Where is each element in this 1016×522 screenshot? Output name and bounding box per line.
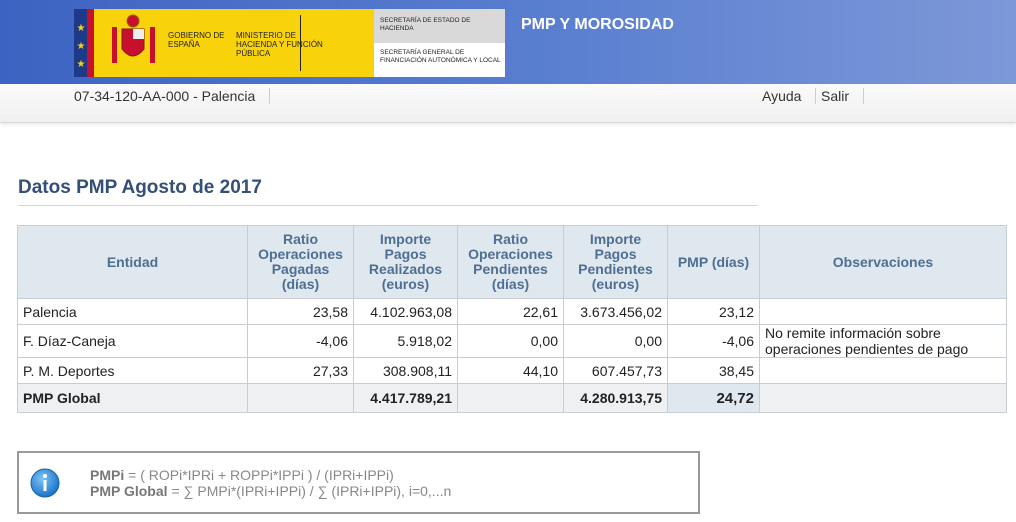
table-cell: 4.280.913,75 (563, 383, 668, 413)
table-cell: 607.457,73 (563, 357, 668, 384)
table-cell: 23,58 (247, 298, 354, 325)
table-cell: Palencia (17, 298, 248, 325)
table-cell: 23,12 (667, 298, 760, 325)
table-cell: 4.102.963,08 (353, 298, 458, 325)
formula-expr: = ∑ PMPi*(IPRi+IPPi) / ∑ (IPRi+IPPi), i=… (171, 483, 452, 499)
logo-text: MINISTERIO DE HACIENDA Y FUNCIÓN PÚBLICA (236, 31, 323, 58)
table-cell (759, 298, 1007, 325)
logo-band (100, 9, 374, 77)
table-cell (759, 383, 1007, 413)
formula-box: PMPi = ( ROPi*IPRi + ROPPi*IPPi ) / (IPR… (17, 451, 700, 514)
formula-expr: = ( ROPi*IPRi + ROPPi*IPPi ) / (IPRi+IPP… (128, 467, 394, 483)
nav-link[interactable]: Salir (821, 88, 865, 104)
svg-text:★: ★ (77, 41, 86, 52)
table-cell: 5.918,02 (353, 324, 458, 358)
table-cell: 308.908,11 (353, 357, 458, 384)
coat-of-arms (112, 14, 155, 63)
column-header: Ratio Operaciones Pagadas (días) (247, 225, 354, 299)
pmp-table: Entidad Ratio Operaciones Pagadas (días) I… (17, 225, 1007, 413)
table-body: Palencia 23,58 4.102.963,08 22,61 3.673.456,… (17, 298, 1007, 413)
logo-text: SECRETARÍA GENERAL DE FINANCIACIÓN AUTON… (380, 49, 501, 64)
header-row: Entidad Ratio Operaciones Pagadas (días) I… (17, 225, 1007, 299)
flag: ★ ★ ★ (74, 9, 100, 77)
formula-term: PMPi (90, 467, 125, 483)
svg-text:★: ★ (77, 59, 86, 70)
table-cell: -4,06 (247, 324, 354, 358)
page-heading: Datos PMP Agosto de 2017 (18, 177, 758, 206)
table-cell: 22,61 (457, 298, 564, 325)
column-header: PMP (días) (667, 225, 760, 299)
table-cell: No remite información sobre operaciones … (759, 324, 1007, 358)
column-header: Observaciones (759, 225, 1007, 299)
table-row: P. M. Deportes 27,33 308.908,11 44,10 607.45… (17, 357, 1007, 384)
table-cell: PMP Global (17, 383, 248, 413)
table-cell (457, 383, 564, 413)
column-header: Importe Pagos Pendientes (euros) (563, 225, 668, 299)
nav-link[interactable]: Ayuda (762, 88, 817, 104)
table-cell: 4.417.789,21 (353, 383, 458, 413)
formula-term: PMP Global (90, 483, 168, 499)
table-cell: P. M. Deportes (17, 357, 248, 384)
formula-line: PMPi = ( ROPi*IPRi + ROPPi*IPPi ) / (IPR… (90, 467, 451, 483)
svg-text:★: ★ (77, 23, 86, 34)
table-cell: 3.673.456,02 (563, 298, 668, 325)
table-cell: 38,45 (667, 357, 760, 384)
table-cell: 44,10 (457, 357, 564, 384)
logo-text: GOBIERNO DE ESPAÑA (168, 31, 225, 49)
column-header: Entidad (17, 225, 248, 299)
table-cell (247, 383, 354, 413)
entity-label: 07-34-120-AA-000 - Palencia (74, 88, 271, 104)
logo: ★ ★ ★ GOBIERNO DE ESPAÑA MINISTERIO DE HAC… (74, 9, 505, 77)
info-icon (30, 468, 60, 498)
app-title: PMP Y MOROSIDAD (521, 16, 674, 33)
stars: ★ ★ ★ (77, 23, 86, 70)
logo-text: SECRETARÍA DE ESTADO DE HACIENDA (374, 9, 505, 43)
formula-text: PMPi = ( ROPi*IPRi + ROPPi*IPPi ) / (IPR… (90, 467, 451, 499)
table-cell: 0,00 (457, 324, 564, 358)
table-cell: -4,06 (667, 324, 760, 358)
table-cell: 24,72 (667, 383, 760, 413)
table-row: Palencia 23,58 4.102.963,08 22,61 3.673.456,… (17, 298, 1007, 325)
formula-line: PMP Global = ∑ PMPi*(IPRi+IPPi) / ∑ (IPR… (90, 483, 451, 499)
table-row: F. Díaz-Caneja -4,06 5.918,02 0,00 0,00 -4,06… (17, 324, 1007, 358)
nav-bar: 07-34-120-AA-000 - Palencia Ayuda Salir (0, 84, 1016, 123)
column-header: Importe Pagos Realizados (euros) (353, 225, 458, 299)
header: ★ ★ ★ GOBIERNO DE ESPAÑA MINISTERIO DE HAC… (0, 0, 1016, 84)
table-row: PMP Global 4.417.789,21 4.280.913,75 24,72 (17, 383, 1007, 413)
table-cell (759, 357, 1007, 384)
table-cell: 27,33 (247, 357, 354, 384)
table-cell: 0,00 (563, 324, 668, 358)
table-cell: F. Díaz-Caneja (17, 324, 248, 358)
separator (300, 15, 301, 71)
column-header: Ratio Operaciones Pendientes (días) (457, 225, 564, 299)
